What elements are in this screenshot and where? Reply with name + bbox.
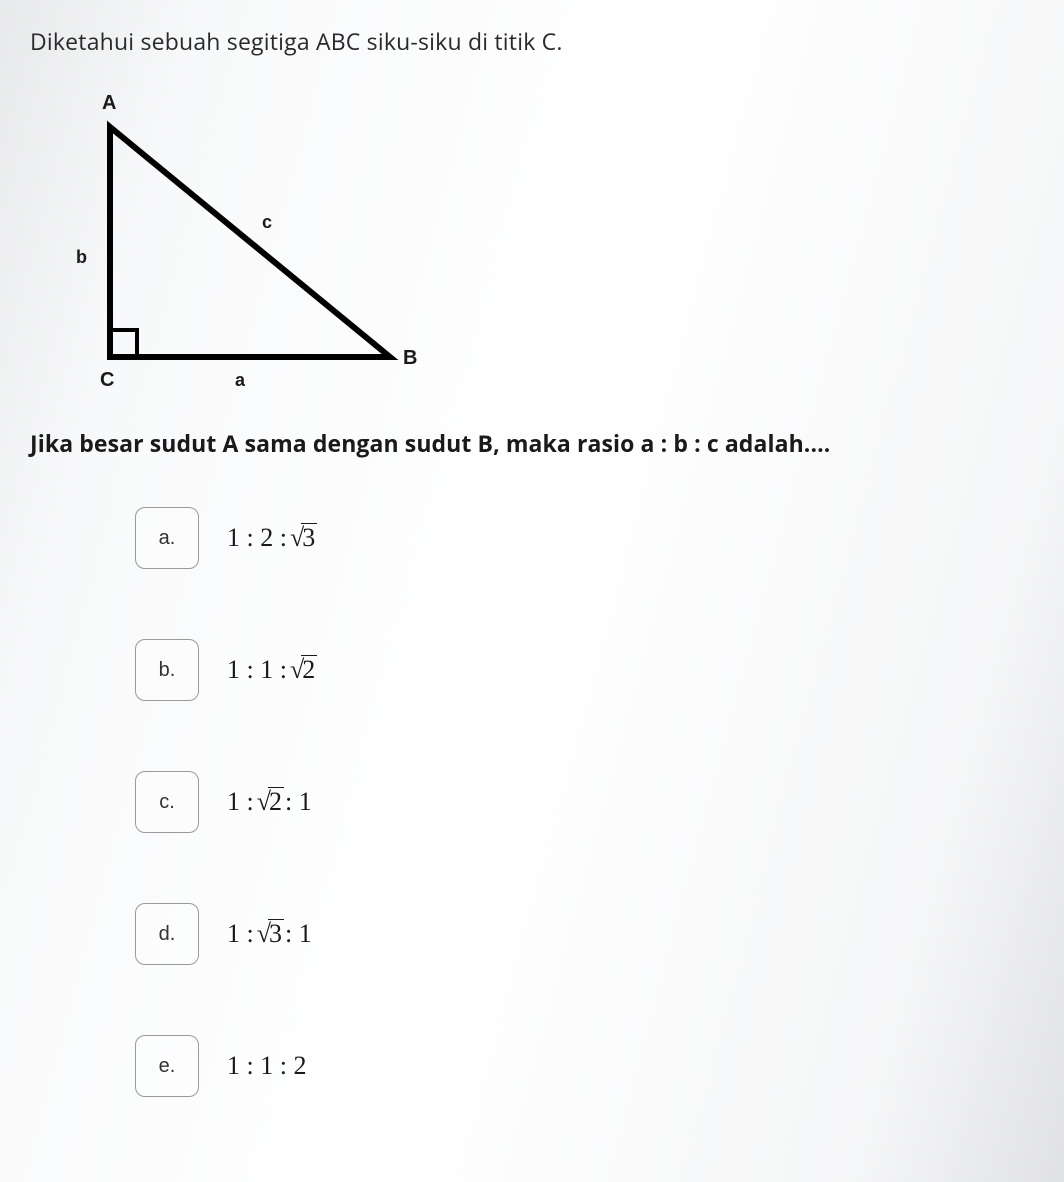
option-d-suffix: : 1: [285, 919, 312, 949]
option-c-suffix: : 1: [285, 787, 312, 817]
sqrt-icon: √3: [257, 919, 284, 949]
option-b-radicand: 2: [301, 655, 317, 683]
triangle-svg: [70, 92, 430, 402]
option-e-prefix: 1 : 1 : 2: [227, 1051, 306, 1081]
option-d: d. 1 : √3 : 1: [135, 903, 1034, 965]
question-stem: Diketahui sebuah segitiga ABC siku-siku …: [30, 25, 1034, 57]
option-d-text: 1 : √3 : 1: [227, 919, 312, 949]
option-a-button[interactable]: a.: [135, 507, 199, 569]
option-d-prefix: 1 :: [227, 919, 254, 949]
option-a-radicand: 3: [301, 523, 317, 551]
options-list: a. 1 : 2 : √3 b. 1 : 1 : √2 c. 1 : √2 : …: [135, 507, 1034, 1097]
side-label-a: a: [235, 370, 245, 391]
option-c: c. 1 : √2 : 1: [135, 771, 1034, 833]
option-e-text: 1 : 1 : 2: [227, 1051, 306, 1081]
side-label-b: b: [76, 247, 87, 268]
sqrt-icon: √2: [290, 655, 317, 685]
option-a: a. 1 : 2 : √3: [135, 507, 1034, 569]
option-c-text: 1 : √2 : 1: [227, 787, 312, 817]
sqrt-icon: √2: [257, 787, 284, 817]
triangle-diagram: A B C a b c: [70, 92, 430, 402]
option-b-text: 1 : 1 : √2: [227, 655, 318, 685]
option-a-prefix: 1 : 2 :: [227, 523, 287, 553]
option-b-button[interactable]: b.: [135, 639, 199, 701]
side-label-c: c: [262, 212, 272, 233]
option-b-prefix: 1 : 1 :: [227, 655, 287, 685]
option-c-prefix: 1 :: [227, 787, 254, 817]
sqrt-icon: √3: [290, 523, 317, 553]
vertex-label-b: B: [403, 347, 417, 370]
option-e-button[interactable]: e.: [135, 1035, 199, 1097]
option-a-text: 1 : 2 : √3: [227, 523, 318, 553]
option-d-radicand: 3: [268, 919, 284, 947]
option-c-button[interactable]: c.: [135, 771, 199, 833]
question-prompt: Jika besar sudut A sama dengan sudut B, …: [30, 427, 1034, 459]
option-b: b. 1 : 1 : √2: [135, 639, 1034, 701]
triangle-shape: [110, 127, 390, 357]
vertex-label-c: C: [100, 369, 114, 392]
right-angle-mark: [110, 330, 137, 357]
option-c-radicand: 2: [268, 787, 284, 815]
vertex-label-a: A: [102, 92, 116, 115]
option-e: e. 1 : 1 : 2: [135, 1035, 1034, 1097]
option-d-button[interactable]: d.: [135, 903, 199, 965]
